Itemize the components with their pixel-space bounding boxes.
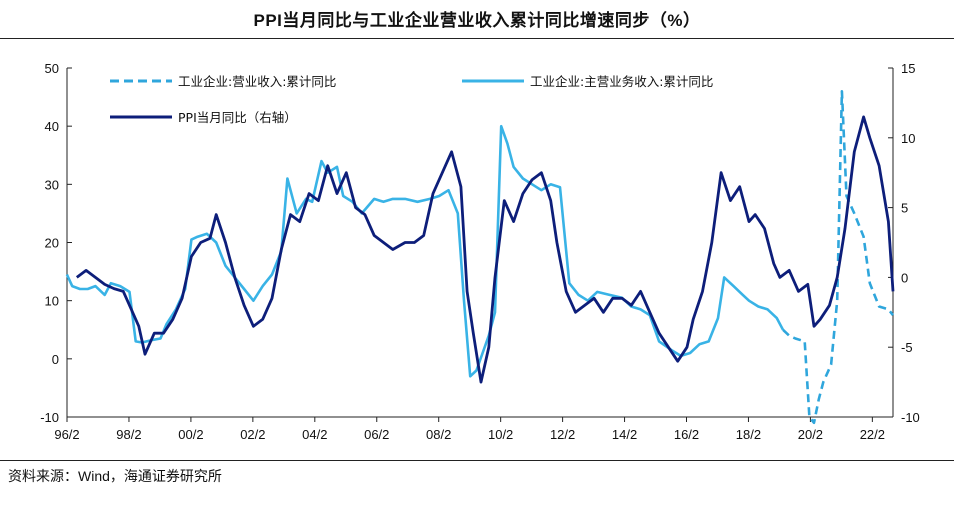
legend-label-main-revenue: 工业企业:主营业务收入:累计同比 xyxy=(530,74,713,89)
x-axis-ticks: 96/2 98/2 00/2 02/2 04/2 06/2 08/2 10/2 12/2 14/2… xyxy=(54,417,885,442)
x-tick-label: 08/2 xyxy=(426,427,451,442)
right-tick-label: 10 xyxy=(901,131,915,146)
x-tick-label: 96/2 xyxy=(54,427,79,442)
x-tick-label: 98/2 xyxy=(116,427,141,442)
x-tick-label: 14/2 xyxy=(612,427,637,442)
chart-title: PPI当月同比与工业企业营业收入累计同比增速同步（%） xyxy=(253,11,701,30)
series-layer xyxy=(65,90,895,425)
x-tick-label: 10/2 xyxy=(488,427,513,442)
right-axis-ticks: 15 10 5 0 -5 -10 xyxy=(888,61,920,425)
right-tick-label: -5 xyxy=(901,340,913,355)
right-tick-label: -10 xyxy=(901,410,920,425)
legend-label-ppi: PPI当月同比（右轴） xyxy=(178,110,297,125)
series-main-revenue-line xyxy=(65,124,785,378)
right-tick-label: 0 xyxy=(901,270,908,285)
legend: 工业企业:营业收入:累计同比 工业企业:主营业务收入:累计同比 PPI当月同比（… xyxy=(110,74,713,125)
left-tick-label: -10 xyxy=(40,410,59,425)
left-tick-label: 30 xyxy=(45,177,59,192)
legend-label-revenue: 工业企业:营业收入:累计同比 xyxy=(178,74,336,89)
x-tick-label: 20/2 xyxy=(798,427,823,442)
left-tick-label: 0 xyxy=(52,352,59,367)
left-tick-label: 10 xyxy=(45,294,59,309)
x-tick-label: 02/2 xyxy=(240,427,265,442)
left-axis-ticks: 50 40 30 20 10 0 -10 xyxy=(40,61,72,425)
x-tick-label: 18/2 xyxy=(736,427,761,442)
x-tick-label: 22/2 xyxy=(860,427,885,442)
x-tick-label: 00/2 xyxy=(178,427,203,442)
top-rule xyxy=(0,38,954,39)
x-tick-label: 16/2 xyxy=(674,427,699,442)
x-tick-label: 12/2 xyxy=(550,427,575,442)
series-revenue-line xyxy=(782,90,895,425)
series-ppi-line xyxy=(75,115,895,384)
left-tick-label: 40 xyxy=(45,119,59,134)
left-tick-label: 50 xyxy=(45,61,59,76)
right-tick-label: 15 xyxy=(901,61,915,76)
x-tick-label: 06/2 xyxy=(364,427,389,442)
x-tick-label: 04/2 xyxy=(302,427,327,442)
right-tick-label: 5 xyxy=(901,201,908,216)
source-note: 资料来源：Wind，海通证券研究所 xyxy=(8,468,222,484)
bottom-rule xyxy=(0,460,954,461)
left-tick-label: 20 xyxy=(45,236,59,251)
